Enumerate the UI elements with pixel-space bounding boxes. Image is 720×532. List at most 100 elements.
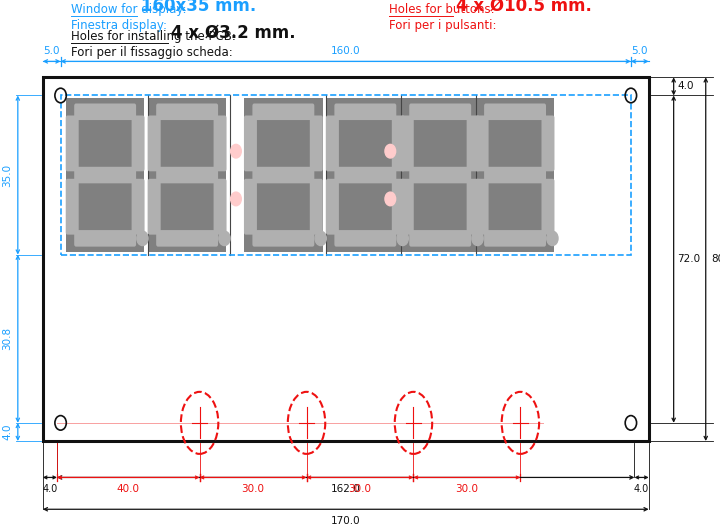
FancyBboxPatch shape — [326, 115, 339, 171]
Text: Fori per il fissaggio scheda:: Fori per il fissaggio scheda: — [71, 46, 233, 59]
FancyBboxPatch shape — [253, 230, 315, 247]
FancyBboxPatch shape — [476, 115, 489, 171]
Bar — [410, 169, 470, 181]
FancyBboxPatch shape — [66, 115, 78, 171]
Text: 5.0: 5.0 — [631, 46, 648, 56]
Bar — [485, 169, 545, 181]
Circle shape — [315, 231, 326, 246]
Bar — [410, 106, 470, 118]
FancyBboxPatch shape — [484, 104, 546, 120]
Bar — [477, 179, 487, 229]
Bar — [326, 98, 405, 252]
FancyBboxPatch shape — [244, 115, 257, 171]
FancyBboxPatch shape — [484, 167, 546, 184]
Text: 4.0: 4.0 — [678, 81, 694, 92]
Bar — [328, 121, 337, 171]
Text: 4.0: 4.0 — [634, 484, 649, 494]
FancyBboxPatch shape — [148, 115, 161, 171]
Bar — [133, 121, 143, 171]
Text: Holes for buttons:: Holes for buttons: — [389, 3, 494, 16]
Circle shape — [397, 231, 408, 246]
Bar — [401, 98, 480, 252]
Bar — [253, 169, 313, 181]
Text: 4.0: 4.0 — [2, 423, 12, 440]
Circle shape — [230, 144, 241, 158]
Bar — [336, 232, 395, 244]
FancyBboxPatch shape — [148, 179, 161, 235]
Circle shape — [385, 144, 396, 158]
Text: 30.0: 30.0 — [242, 484, 264, 494]
FancyBboxPatch shape — [401, 179, 414, 235]
Bar — [394, 121, 403, 171]
FancyBboxPatch shape — [409, 230, 471, 247]
Text: 160.0: 160.0 — [331, 46, 361, 56]
FancyBboxPatch shape — [334, 230, 396, 247]
FancyBboxPatch shape — [74, 167, 136, 184]
FancyBboxPatch shape — [409, 104, 471, 120]
FancyBboxPatch shape — [156, 104, 218, 120]
Bar — [42, 77, 649, 441]
FancyBboxPatch shape — [156, 230, 218, 247]
FancyBboxPatch shape — [326, 179, 339, 235]
Bar — [157, 169, 217, 181]
Text: Holes for installing the PCB:: Holes for installing the PCB: — [71, 30, 236, 43]
FancyBboxPatch shape — [74, 230, 136, 247]
FancyBboxPatch shape — [74, 104, 136, 120]
Circle shape — [137, 231, 148, 246]
FancyBboxPatch shape — [244, 179, 257, 235]
Text: 4 x Ø3.2 mm.: 4 x Ø3.2 mm. — [171, 24, 296, 42]
FancyBboxPatch shape — [467, 115, 480, 171]
FancyBboxPatch shape — [253, 104, 315, 120]
Text: 35.0: 35.0 — [2, 163, 12, 187]
Text: 30.8: 30.8 — [2, 327, 12, 350]
FancyBboxPatch shape — [467, 179, 480, 235]
Bar — [68, 179, 77, 229]
FancyBboxPatch shape — [253, 167, 315, 184]
FancyBboxPatch shape — [541, 115, 554, 171]
FancyBboxPatch shape — [392, 179, 405, 235]
FancyBboxPatch shape — [541, 179, 554, 235]
Text: 30.0: 30.0 — [456, 484, 478, 494]
FancyBboxPatch shape — [310, 179, 323, 235]
Bar — [469, 121, 478, 171]
Text: Window for display:: Window for display: — [71, 3, 186, 16]
Text: 72.0: 72.0 — [678, 254, 701, 264]
Text: 40.0: 40.0 — [117, 484, 140, 494]
Bar — [246, 121, 255, 171]
FancyBboxPatch shape — [214, 115, 227, 171]
Bar — [148, 98, 226, 252]
Bar — [336, 169, 395, 181]
Bar — [150, 179, 159, 229]
Circle shape — [219, 231, 230, 246]
Circle shape — [385, 192, 396, 206]
Bar — [485, 232, 545, 244]
Circle shape — [546, 231, 558, 246]
Bar — [312, 121, 321, 171]
Bar — [244, 98, 323, 252]
Text: 160x35 mm.: 160x35 mm. — [141, 0, 256, 14]
Bar — [246, 179, 255, 229]
Bar — [328, 179, 337, 229]
Circle shape — [472, 231, 483, 246]
FancyBboxPatch shape — [409, 167, 471, 184]
Text: 80.0: 80.0 — [711, 254, 720, 264]
Bar — [410, 232, 470, 244]
Text: Finestra display:: Finestra display: — [71, 19, 167, 32]
Bar — [75, 232, 135, 244]
Text: Fori per i pulsanti:: Fori per i pulsanti: — [389, 19, 496, 32]
Bar — [150, 121, 159, 171]
FancyBboxPatch shape — [401, 115, 414, 171]
Bar — [253, 106, 313, 118]
Bar — [402, 121, 412, 171]
Bar — [75, 106, 135, 118]
Bar — [336, 106, 395, 118]
Text: 162.0: 162.0 — [331, 484, 361, 494]
Text: 5.0: 5.0 — [43, 46, 60, 56]
Text: 4.0: 4.0 — [42, 484, 58, 494]
FancyBboxPatch shape — [310, 115, 323, 171]
Bar — [60, 95, 631, 255]
Circle shape — [230, 192, 241, 206]
FancyBboxPatch shape — [392, 115, 405, 171]
Text: 4 x Ø10.5 mm.: 4 x Ø10.5 mm. — [456, 0, 592, 14]
FancyBboxPatch shape — [476, 179, 489, 235]
